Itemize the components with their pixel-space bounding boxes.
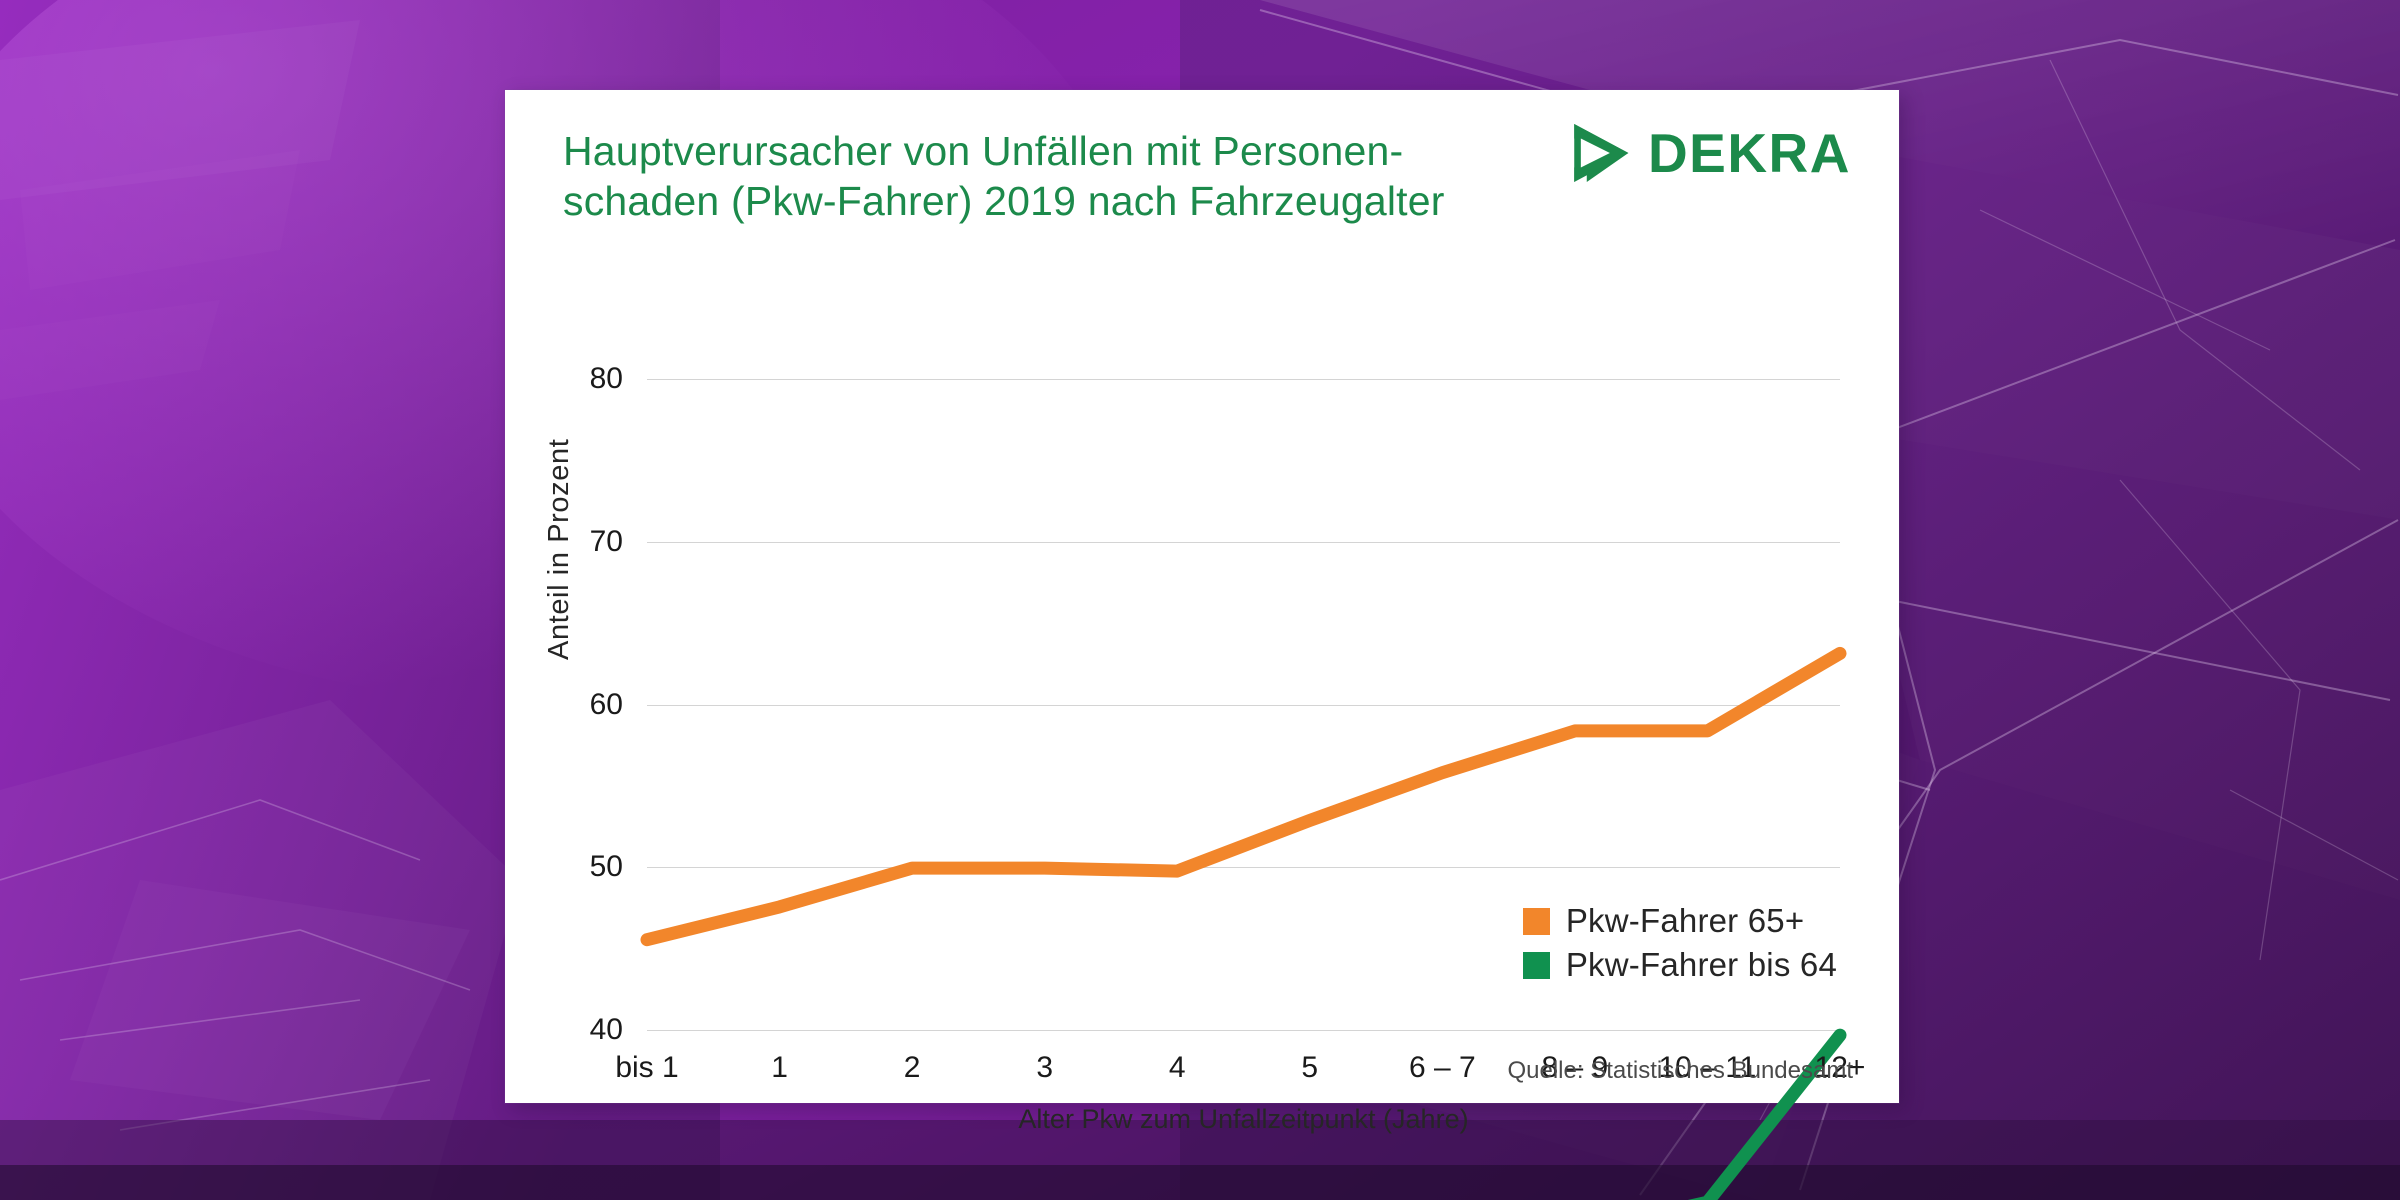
gridline <box>647 1030 1840 1031</box>
legend-label: Pkw-Fahrer 65+ <box>1565 902 1805 939</box>
x-axis-tick-label: 3 <box>1036 1051 1053 1084</box>
card-header: Hauptverursacher von Unfällen mit Person… <box>505 90 1899 280</box>
source-note: Quelle: Statistisches Bundesamt <box>1507 1057 1853 1084</box>
legend-color-swatch <box>1522 951 1550 979</box>
legend-color-swatch <box>1522 907 1550 935</box>
y-axis-tick-label: 50 <box>589 850 623 884</box>
x-axis-tick-label: 5 <box>1301 1051 1319 1084</box>
gridline <box>647 704 1840 706</box>
y-axis-tick-label: 60 <box>589 687 623 721</box>
x-axis-tick-label: 8 – 9 <box>1541 1051 1609 1084</box>
dekra-logo: DEKRA <box>1565 120 1851 186</box>
legend-item[interactable]: Pkw-Fahrer 65+ <box>1522 902 1837 940</box>
x-axis-tick-label: bis 1 <box>615 1051 679 1084</box>
x-axis-tick-label: 2 <box>903 1051 921 1084</box>
y-axis-tick-label: 80 <box>589 362 623 395</box>
x-axis-tick-label: 12+ <box>1814 1051 1866 1084</box>
y-axis-label: Anteil in Prozent <box>543 438 575 660</box>
chart-card: Hauptverursacher von Unfällen mit Person… <box>505 90 1899 1103</box>
x-axis-label: Alter Pkw zum Unfallzeitpunkt (Jahre) <box>1018 1104 1469 1134</box>
gridline <box>647 379 1840 380</box>
y-axis-tick-label: 40 <box>589 1013 623 1046</box>
x-axis-tick-label: 6 – 7 <box>1408 1051 1476 1084</box>
x-axis-tick-label: 10 – 11 <box>1658 1051 1757 1084</box>
chart-legend: Pkw-Fahrer 65+ Pkw-Fahrer bis 64 <box>1522 902 1837 984</box>
plot-area: Anteil in Prozent 80 70 60 50 40 bis 1 1 2 3 4 5 6… <box>505 280 1899 1103</box>
y-axis-tick-label: 70 <box>589 524 623 558</box>
dekra-wordmark: DEKRA <box>1647 121 1851 184</box>
x-axis-tick-label: 4 <box>1168 1051 1186 1084</box>
legend-label: Pkw-Fahrer bis 64 <box>1565 946 1837 983</box>
x-axis-tick-label: 1 <box>771 1051 788 1084</box>
series-line <box>647 653 1840 939</box>
legend-item[interactable]: Pkw-Fahrer bis 64 <box>1522 946 1837 984</box>
series-lines <box>647 379 1840 1200</box>
gridline <box>647 867 1840 869</box>
page-title: Hauptverursacher von Unfällen mit Person… <box>563 128 1445 225</box>
dekra-arrow-icon <box>1574 123 1629 183</box>
gridline <box>647 541 1840 543</box>
